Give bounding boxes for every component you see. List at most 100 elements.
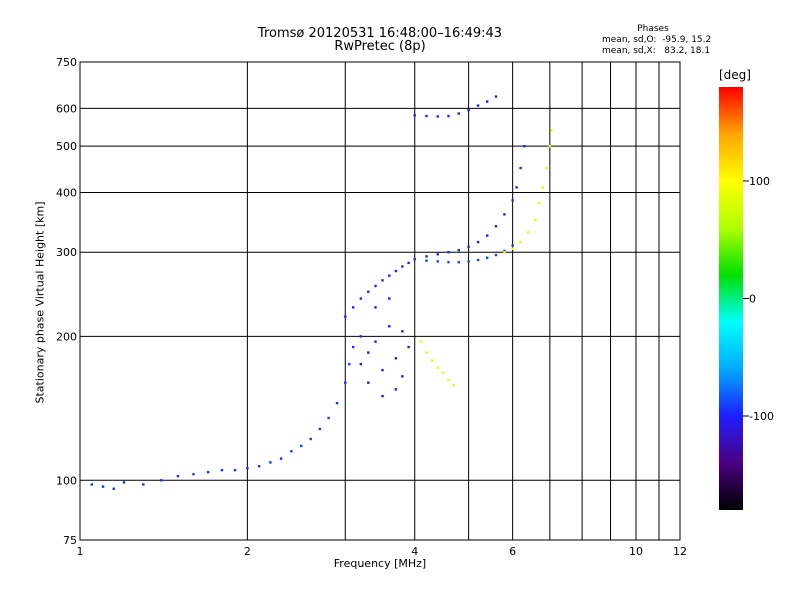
echo-point: [527, 231, 530, 234]
echo-point: [519, 166, 522, 170]
echo-point: [257, 465, 261, 468]
echo-point: [457, 248, 460, 252]
echo-point: [407, 261, 410, 265]
echo-point: [436, 366, 439, 369]
echo-point: [300, 444, 303, 448]
x-axis-ticks: 1 2 4 6 10 12: [77, 545, 688, 558]
echo-point: [101, 485, 105, 488]
echo-point: [494, 225, 498, 228]
echo-point: [476, 240, 480, 244]
echo-point: [425, 259, 428, 262]
echo-point: [327, 416, 330, 420]
echo-point: [246, 466, 249, 470]
echo-point: [519, 240, 522, 244]
echo-point: [269, 461, 272, 464]
echo-point: [467, 108, 470, 112]
echo-point: [122, 481, 126, 484]
echo-point: [494, 95, 498, 98]
echo-point: [351, 345, 355, 349]
echo-point: [401, 330, 404, 333]
chart-title: Tromsø 20120531 16:48:00–16:49:43: [257, 26, 503, 41]
echo-point: [401, 375, 404, 378]
echo-point: [359, 362, 363, 366]
echo-point: [436, 253, 439, 256]
echo-point: [381, 368, 384, 372]
echo-points: [90, 95, 553, 490]
echo-point: [476, 258, 480, 262]
echo-point: [541, 186, 545, 189]
echo-point: [419, 340, 422, 343]
y-tick-label: 600: [56, 102, 77, 115]
echo-point: [503, 249, 506, 253]
phases-header: Phases: [637, 24, 669, 34]
echo-point: [485, 100, 489, 103]
echo-point: [485, 234, 489, 237]
echo-point: [401, 265, 404, 268]
echo-point: [394, 269, 398, 273]
echo-point: [447, 251, 450, 254]
echo-point: [367, 351, 370, 354]
echo-point: [394, 357, 398, 360]
echo-point: [441, 371, 445, 374]
plot-frame: [79, 61, 681, 541]
echo-point: [548, 144, 552, 148]
echo-point: [374, 340, 377, 343]
echo-point: [374, 306, 377, 309]
x-tick-label: 12: [673, 545, 687, 558]
echo-point: [447, 114, 450, 118]
y-axis-ticks: 75 100 200 300 400 500 600 750: [56, 56, 77, 547]
echo-point: [142, 483, 145, 486]
x-axis-label: Frequency [MHz]: [333, 557, 427, 570]
colorbar-tick-label: 100: [749, 175, 770, 188]
colorbar-tick-label: -100: [749, 410, 774, 423]
echo-point: [344, 381, 347, 384]
echo-point: [348, 362, 351, 366]
y-tick-label: 300: [56, 246, 77, 259]
echo-point: [90, 483, 93, 486]
echo-point: [430, 359, 434, 362]
echo-point: [511, 244, 514, 247]
echo-point: [476, 104, 480, 107]
colorbar-ticks: 100 0 -100: [743, 175, 774, 423]
echo-point: [192, 472, 195, 476]
echo-point: [425, 255, 428, 258]
colorbar-label: [deg]: [719, 68, 751, 82]
x-tick-label: 10: [629, 545, 643, 558]
echo-point: [318, 427, 322, 431]
echo-point: [335, 401, 339, 405]
echo-point: [388, 274, 391, 277]
echo-point: [436, 115, 439, 118]
echo-point: [467, 260, 470, 263]
x-tick-label: 1: [77, 545, 84, 558]
x-tick-label: 4: [411, 545, 418, 558]
echo-point: [425, 114, 428, 118]
y-tick-label: 200: [56, 330, 77, 343]
echo-point: [112, 487, 115, 490]
colorbar-tick-label: 0: [749, 293, 756, 306]
echo-point: [467, 245, 470, 248]
echo-point: [344, 315, 347, 318]
y-tick-label: 400: [56, 186, 77, 199]
y-axis-label: Stationary phase Virtual Height [km]: [33, 201, 47, 404]
x-tick-label: 2: [244, 545, 251, 558]
echo-point: [394, 388, 398, 391]
chart-subtitle: RwPretec (8p): [334, 39, 426, 54]
echo-point: [538, 201, 541, 205]
echo-point: [206, 470, 210, 474]
echo-point: [457, 112, 460, 115]
phases-o-mode: mean, sd,O: -95.9, 15.2: [602, 35, 712, 45]
echo-point: [388, 325, 391, 328]
echo-point: [503, 251, 506, 254]
x-tick-label: 6: [509, 545, 516, 558]
echo-point: [452, 384, 455, 387]
phases-x-mode: mean, sd,X: 83.2, 18.1: [602, 46, 711, 56]
echo-point: [160, 479, 163, 482]
echo-point: [388, 297, 391, 300]
echo-point: [351, 306, 355, 309]
echo-point: [485, 256, 489, 260]
grid-lines: [79, 61, 681, 541]
echo-point: [503, 213, 506, 216]
echo-point: [447, 260, 450, 264]
y-tick-label: 750: [56, 56, 77, 69]
